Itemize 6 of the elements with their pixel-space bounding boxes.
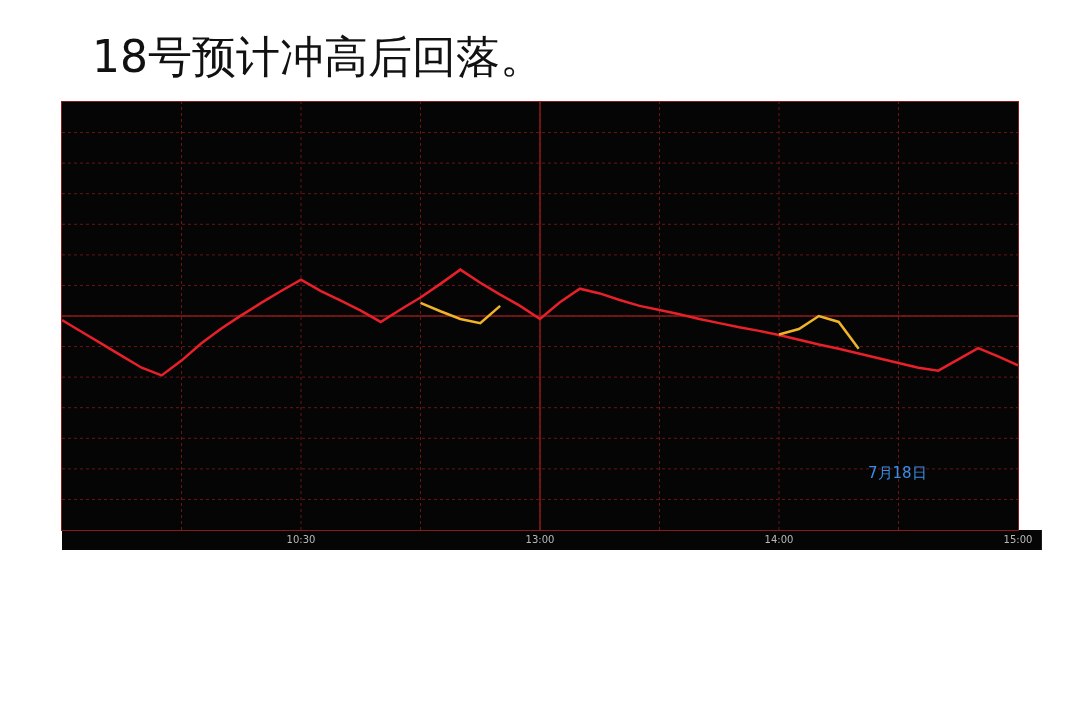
text: 7月18日 bbox=[868, 464, 927, 482]
x-tick-label: 15:00 bbox=[1003, 534, 1033, 545]
chart-title: 18号预计冲高后回落。 bbox=[92, 31, 544, 83]
x-tick-label: 13:00 bbox=[525, 534, 555, 545]
x-tick-label: 14:00 bbox=[764, 534, 794, 545]
x-tick-label: 10:30 bbox=[286, 534, 316, 545]
